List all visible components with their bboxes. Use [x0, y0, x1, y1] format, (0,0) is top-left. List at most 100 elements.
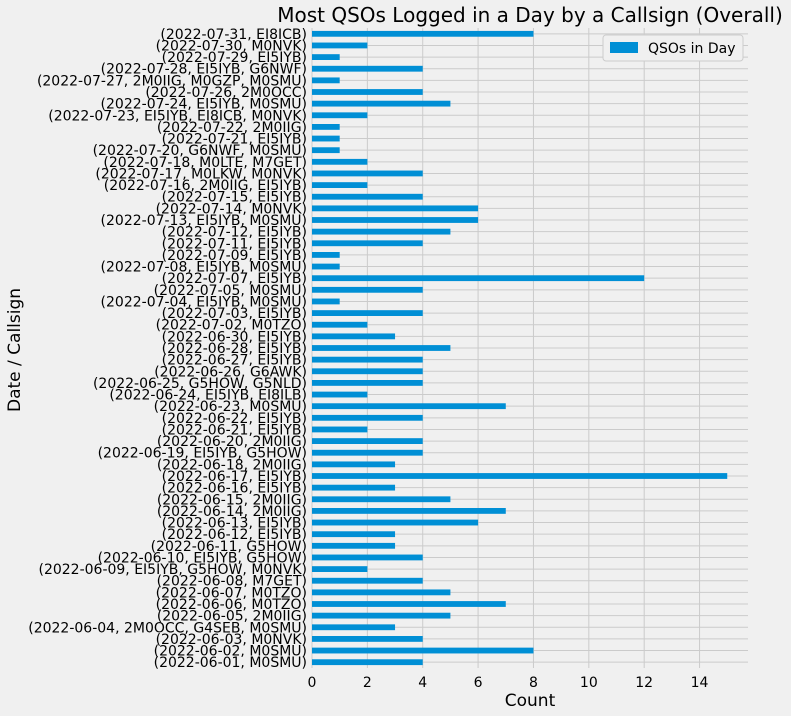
y-tick-label: (2022-07-16, 2M0IIG, EI5IYB)	[104, 178, 307, 194]
y-tick-label: (2022-07-08, EI5IYB, M0SMU)	[101, 260, 307, 276]
x-tick-label: 14	[691, 675, 709, 691]
y-tick-label: (2022-06-08, M7GET)	[157, 574, 307, 590]
bar	[312, 100, 451, 107]
y-tick-label: (2022-07-22, 2M0IIG)	[157, 120, 307, 136]
y-tick-label: (2022-07-04, EI5IYB, M0SMU)	[101, 294, 307, 310]
y-tick-label: (2022-07-17, M0LKW, M0NVK)	[95, 166, 307, 182]
y-tick-label: (2022-06-21, EI5IYB)	[162, 422, 307, 438]
bar	[312, 30, 534, 37]
y-tick-label: (2022-07-23, EI5IYB, EI8ICB, M0NVK)	[48, 108, 307, 124]
bar	[312, 89, 423, 95]
y-tick-labels: (2022-06-01, M0SMU)(2022-06-02, M0SMU)(2…	[28, 27, 307, 671]
y-tick-label: (2022-06-09, EI5IYB, G5HOW, M0NVK)	[38, 562, 307, 578]
bar	[312, 519, 479, 526]
y-tick-label: (2022-07-09, EI5IYB)	[162, 248, 307, 264]
y-tick-label: (2022-07-24, EI5IYB, M0SMU)	[101, 97, 307, 113]
y-tick-label: (2022-07-27, 2M0IIG, M0GZP, M0SMU)	[37, 73, 307, 89]
bar	[312, 636, 423, 642]
x-axis-label: Count	[505, 691, 556, 711]
y-tick-label: (2022-06-16, EI5IYB)	[162, 481, 307, 497]
bar	[312, 566, 368, 572]
bar	[312, 461, 396, 468]
y-tick-label: (2022-07-29, EI5IYB)	[162, 50, 307, 66]
bar	[312, 124, 340, 130]
y-tick-label: (2022-06-06, M0TZO)	[156, 597, 307, 613]
bar	[312, 624, 396, 631]
bar	[312, 438, 423, 444]
bar	[312, 321, 368, 328]
x-tick-label: 12	[635, 675, 653, 691]
bar	[312, 135, 340, 142]
y-tick-label: (2022-07-30, M0NVK)	[156, 38, 307, 54]
bar	[312, 473, 728, 479]
y-tick-label: (2022-06-23, M0SMU)	[154, 399, 307, 415]
y-tick-label: (2022-06-13, EI5IYB)	[162, 516, 307, 532]
bar	[312, 589, 451, 596]
bar	[312, 240, 423, 247]
y-tick-label: (2022-07-13, EI5IYB, M0SMU)	[101, 213, 307, 229]
x-tick-label: 4	[418, 675, 427, 691]
x-tick-label: 10	[580, 675, 598, 691]
bar	[312, 368, 423, 375]
bar	[312, 484, 396, 491]
y-tick-label: (2022-07-03, EI5IYB)	[162, 306, 307, 322]
y-tick-label: (2022-07-14, M0NVK)	[156, 201, 307, 217]
bar	[312, 228, 451, 235]
bar	[312, 65, 423, 72]
y-tick-label: (2022-06-05, 2M0IIG)	[157, 609, 307, 625]
y-tick-label: (2022-06-11, G5HOW)	[151, 539, 307, 555]
bar	[312, 310, 423, 316]
chart-title: Most QSOs Logged in a Day by a Callsign …	[277, 3, 783, 27]
bar	[312, 77, 340, 84]
y-tick-label: (2022-06-28, EI5IYB)	[162, 341, 307, 357]
x-tick-label: 0	[308, 675, 317, 691]
legend: QSOs in Day	[602, 34, 744, 62]
y-tick-label: (2022-06-04, 2M0OCC, G4SEB, M0SMU)	[28, 620, 307, 636]
y-tick-label: (2022-06-03, M0NVK)	[156, 632, 307, 648]
bar	[312, 345, 451, 351]
bar	[312, 391, 368, 398]
y-tick-label: (2022-06-22, EI5IYB)	[162, 411, 307, 427]
bar	[312, 414, 423, 421]
y-tick-label: (2022-06-07, M0TZO)	[156, 585, 307, 601]
y-tick-label: (2022-06-14, 2M0IIG)	[157, 504, 307, 520]
y-tick-label: (2022-06-12, EI5IYB)	[162, 527, 307, 543]
bar	[312, 601, 506, 607]
bar	[312, 170, 423, 177]
bar	[312, 403, 506, 410]
y-tick-label: (2022-06-19, EI5IYB, G5HOW)	[98, 446, 307, 462]
x-tick-labels: 0 2 4 6 8 10 12 14	[308, 675, 709, 691]
bar	[312, 333, 396, 340]
bar	[312, 112, 368, 119]
bar	[312, 542, 396, 549]
bar	[312, 298, 340, 305]
bar	[312, 182, 368, 188]
x-tick-label: 8	[529, 675, 538, 691]
y-tick-label: (2022-06-24, EI5IYB, EI8ILB)	[109, 388, 307, 404]
y-tick-label: (2022-07-21, EI5IYB)	[162, 132, 307, 148]
x-tick-label: 2	[363, 675, 372, 691]
y-tick-label: (2022-06-20, 2M0IIG)	[157, 434, 307, 450]
y-tick-label: (2022-07-15, EI5IYB)	[162, 190, 307, 206]
bar	[312, 147, 340, 154]
bar	[312, 356, 423, 363]
y-tick-label: (2022-06-15, 2M0IIG)	[157, 492, 307, 508]
bar	[312, 217, 479, 223]
x-tick-label: 6	[474, 675, 483, 691]
y-tick-label: (2022-06-10, EI5IYB, G5HOW)	[98, 550, 307, 566]
y-tick-label: (2022-07-02, M0TZO)	[156, 318, 307, 334]
y-tick-label: (2022-06-02, M0SMU)	[154, 644, 307, 660]
y-tick-label: (2022-07-20, G6NWF, M0SMU)	[93, 143, 307, 159]
y-tick-label: (2022-07-26, 2M0OCC)	[145, 85, 307, 101]
y-tick-label: (2022-07-11, EI5IYB)	[162, 236, 307, 252]
y-tick-label: (2022-07-31, EI8ICB)	[160, 27, 307, 43]
y-tick-label: (2022-06-30, EI5IYB)	[162, 329, 307, 345]
legend-swatch	[610, 42, 638, 53]
bar	[312, 449, 423, 456]
legend-label: QSOs in Day	[648, 41, 736, 57]
bar	[312, 508, 506, 514]
bar	[312, 531, 396, 538]
bar	[312, 647, 534, 654]
y-tick-label: (2022-07-18, M0LTE, M7GET)	[103, 155, 307, 171]
